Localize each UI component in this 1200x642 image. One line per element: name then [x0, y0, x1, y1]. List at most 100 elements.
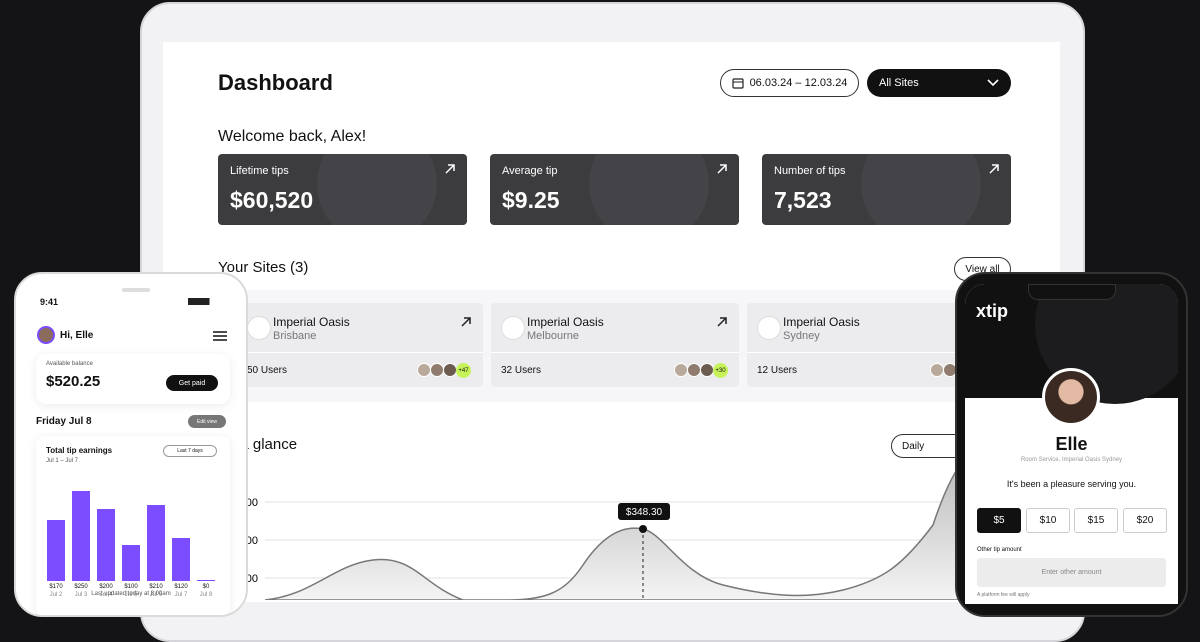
bar-label: $210	[149, 584, 163, 590]
bar-label: $170	[49, 584, 63, 590]
user-badge: +47	[456, 363, 471, 378]
site-name: Imperial Oasis	[783, 315, 860, 329]
balance-label: Available balance	[46, 361, 93, 367]
site-name: Imperial Oasis	[273, 315, 350, 329]
avatar	[443, 363, 457, 377]
stat-value: $60,520	[230, 187, 314, 213]
avatar	[700, 363, 714, 377]
bar	[47, 519, 65, 581]
card-decoration	[589, 154, 709, 225]
stat-card[interactable]: Average tip $9.25	[490, 154, 739, 225]
staff-role: Room Service, Imperial Oasis Sydney	[1020, 457, 1123, 463]
card-decoration	[317, 154, 437, 225]
site-city: Sydney	[783, 330, 820, 342]
bar	[172, 537, 190, 581]
bar-label: $200	[99, 584, 113, 590]
bar-label: $100	[124, 584, 138, 590]
stat-value: $9.25	[502, 187, 560, 213]
notch	[1028, 284, 1116, 300]
staff-name: Elle	[1055, 434, 1088, 454]
other-tip-input[interactable]: Enter other amount	[977, 558, 1166, 587]
glance-chart: $400 $300 $200 $348.30	[234, 465, 961, 600]
date-range: 06.03.24 – 12.03.24	[749, 77, 848, 89]
bar	[72, 491, 90, 581]
balance: $520.25	[46, 373, 101, 390]
range-filter[interactable]: Last 7 days	[163, 445, 217, 457]
get-paid-button[interactable]: Get paid	[166, 375, 218, 391]
site-city: Brisbane	[273, 330, 317, 342]
last-updated: Last updated today at 8:00am	[91, 591, 171, 597]
tip-amount-button[interactable]: $20	[1123, 508, 1167, 533]
profile-photo	[1042, 368, 1100, 426]
logo: xtip	[976, 301, 1009, 321]
bar-day: Jul 7	[174, 592, 188, 598]
user-badge: +30	[713, 363, 728, 378]
tip-amount-button[interactable]: $15	[1074, 508, 1118, 533]
bar-area	[36, 436, 42, 581]
stat-card[interactable]: Number of tips 7,523	[762, 154, 1011, 225]
staff-phone: 9:41 Hi, Elle Available balance $520.25 …	[14, 272, 248, 617]
bar	[122, 545, 140, 581]
bar-day: Jul 6	[149, 592, 163, 598]
avatar	[430, 363, 444, 377]
status-icons	[188, 298, 224, 305]
site-name: Imperial Oasis	[527, 315, 604, 329]
arrow-icon	[989, 164, 999, 174]
other-tip-label: Other tip amount	[977, 547, 1022, 553]
divider	[491, 352, 739, 353]
card-range: Jul 1 – Jul 7	[46, 458, 79, 464]
date-range-picker[interactable]: 06.03.24 – 12.03.24	[720, 69, 859, 97]
site-filter[interactable]: All Sites	[867, 69, 1011, 97]
bar	[147, 505, 165, 581]
bar-label: $120	[174, 584, 188, 590]
bar-label: $0	[202, 584, 210, 590]
guest-screen: xtip Elle Room Service, Imperial Oasis S…	[965, 284, 1178, 604]
tip-amount-button[interactable]: $10	[1026, 508, 1070, 533]
avatar	[37, 326, 55, 344]
fee-note: A platform fee will apply	[977, 592, 1030, 598]
arrow-icon	[717, 164, 727, 174]
date-heading: Friday Jul 8	[36, 416, 92, 427]
arrow-icon	[717, 317, 727, 327]
site-card[interactable]: Imperial Oasis Brisbane 50 Users +47	[237, 303, 483, 387]
edit-view-button[interactable]: Edit view	[188, 415, 226, 428]
stat-label: Lifetime tips	[230, 165, 289, 177]
site-card[interactable]: Imperial Oasis Melbourne 32 Users +30	[491, 303, 739, 387]
thanks-message: It's been a pleasure serving you.	[1006, 479, 1137, 489]
page: xtip dashboard { "dashboard": { "title":…	[14, 2, 1188, 642]
tip-amount-button[interactable]: $5	[977, 508, 1021, 533]
avatar	[930, 363, 944, 377]
card-decoration	[861, 154, 981, 225]
welcome: Welcome back, Alex!	[218, 128, 367, 145]
bar-label: $250	[74, 584, 88, 590]
bar	[97, 509, 115, 581]
arrow-icon	[445, 164, 455, 174]
screenshot: Dashboard 06.03.24 – 12.03.24 All Sites …	[14, 2, 1188, 642]
site-users: 32 Users	[501, 365, 542, 376]
stat-value: 7,523	[774, 187, 832, 213]
bar	[197, 580, 215, 581]
arrow-icon	[461, 317, 471, 327]
site-card[interactable]: Imperial Oasis Sydney 12 Users	[747, 303, 993, 387]
sites-heading: Your Sites (3)	[218, 259, 309, 276]
status-time: 9:41	[40, 297, 59, 307]
menu-icon[interactable]	[212, 330, 228, 342]
site-filter-label: All Sites	[879, 77, 919, 89]
area-curve	[264, 465, 961, 600]
greeting: Hi, Elle	[60, 330, 94, 341]
divider	[237, 352, 483, 353]
site-users: 12 Users	[757, 365, 798, 376]
chevron-icon	[987, 79, 999, 87]
stat-card[interactable]: Lifetime tips $60,520	[218, 154, 467, 225]
avatar	[687, 363, 701, 377]
calendar-icon	[731, 78, 744, 89]
site-logo	[757, 316, 781, 340]
stat-label: Average tip	[502, 165, 558, 177]
site-logo	[247, 316, 271, 340]
bar-day: Jul 8	[199, 592, 213, 598]
divider	[747, 352, 993, 353]
bar-day: Jul 2	[49, 592, 63, 598]
bar-day: Jul 5	[124, 592, 138, 598]
avatar	[674, 363, 688, 377]
site-users: 50 Users	[247, 365, 288, 376]
